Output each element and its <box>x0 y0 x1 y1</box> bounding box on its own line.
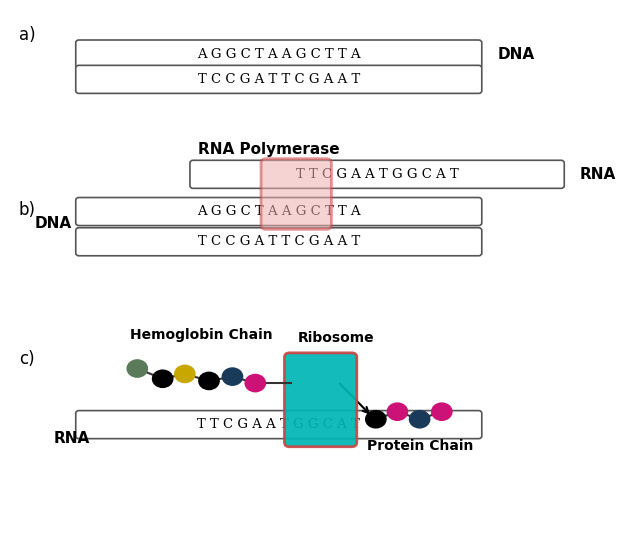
FancyBboxPatch shape <box>261 159 332 229</box>
Circle shape <box>127 360 147 377</box>
Text: c): c) <box>19 350 35 368</box>
Circle shape <box>365 410 386 428</box>
Text: Hemoglobin Chain: Hemoglobin Chain <box>130 328 272 342</box>
FancyBboxPatch shape <box>76 410 482 439</box>
Text: Protein Chain: Protein Chain <box>367 439 474 453</box>
FancyBboxPatch shape <box>76 65 482 93</box>
Text: T T C G A A T G G C A T: T T C G A A T G G C A T <box>197 418 360 431</box>
FancyBboxPatch shape <box>76 228 482 256</box>
Text: Ribosome: Ribosome <box>298 331 374 346</box>
Text: T T C G A A T G G C A T: T T C G A A T G G C A T <box>296 168 458 181</box>
Circle shape <box>387 403 408 420</box>
FancyBboxPatch shape <box>190 160 564 189</box>
Text: RNA: RNA <box>580 167 616 182</box>
Text: T C C G A T T C G A A T: T C C G A T T C G A A T <box>198 235 360 249</box>
Circle shape <box>431 403 452 420</box>
Text: a): a) <box>19 26 35 44</box>
FancyBboxPatch shape <box>76 40 482 68</box>
Circle shape <box>175 365 195 383</box>
Text: DNA: DNA <box>35 216 72 232</box>
Circle shape <box>245 374 266 392</box>
FancyBboxPatch shape <box>284 353 356 447</box>
FancyBboxPatch shape <box>76 197 482 226</box>
Text: DNA: DNA <box>498 46 535 62</box>
Text: b): b) <box>19 202 36 220</box>
Circle shape <box>410 410 429 428</box>
Circle shape <box>152 370 173 387</box>
Text: T C C G A T T C G A A T: T C C G A T T C G A A T <box>198 73 360 86</box>
Circle shape <box>199 372 219 390</box>
Text: A G G C T A A G C T T A: A G G C T A A G C T T A <box>197 47 360 60</box>
Circle shape <box>222 368 243 385</box>
Text: RNA: RNA <box>54 431 90 446</box>
Text: A G G C T A A G C T T A: A G G C T A A G C T T A <box>197 205 360 218</box>
Text: RNA Polymerase: RNA Polymerase <box>198 142 340 157</box>
